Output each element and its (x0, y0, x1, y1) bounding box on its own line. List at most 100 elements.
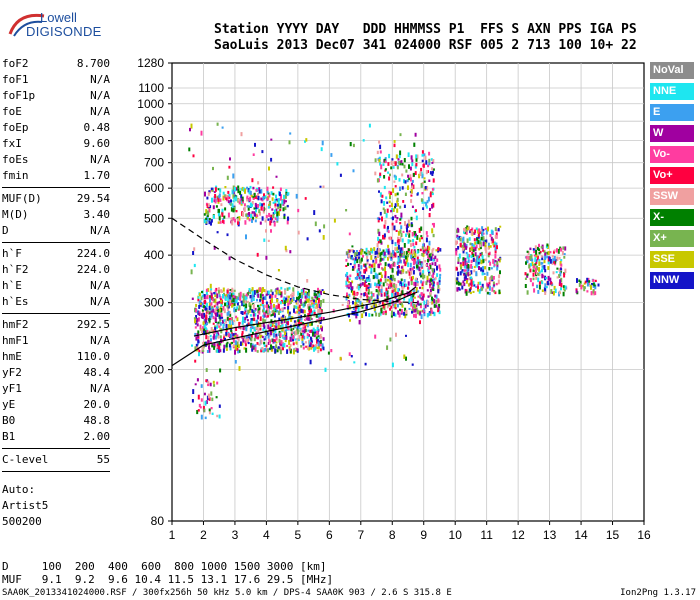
echo-point (349, 263, 352, 266)
echo-point (469, 291, 472, 295)
echo-point (388, 190, 391, 195)
echo-point (412, 172, 415, 177)
echo-point (275, 333, 278, 339)
echo-point (376, 251, 379, 255)
echo-point (213, 345, 216, 350)
param-row: foEp 0.48 (2, 120, 110, 136)
echo-point (423, 300, 426, 305)
echo-point (530, 254, 533, 259)
echo-point (297, 306, 300, 310)
echo-point (367, 284, 370, 287)
echo-point (232, 194, 235, 198)
echo-point (316, 319, 319, 322)
echo-point (356, 252, 359, 255)
echo-point (379, 211, 382, 216)
echo-point (464, 274, 467, 278)
echo-point (389, 299, 392, 303)
echo-point (218, 414, 221, 419)
echo-point (264, 295, 267, 301)
echo-point (429, 283, 432, 288)
echo-point (290, 301, 292, 304)
echo-point (401, 250, 403, 254)
echo-point (389, 173, 391, 177)
echo-point (302, 346, 305, 350)
param-row: yE 20.0 (2, 397, 110, 413)
echo-point (487, 283, 490, 288)
echo-point (283, 213, 286, 216)
legend-item-nnw: NNW (650, 272, 694, 289)
echo-point (320, 309, 323, 314)
echo-point (401, 282, 404, 287)
echo-point (287, 326, 290, 330)
echo-point (420, 292, 423, 295)
echo-point (300, 317, 303, 321)
echo-point (251, 290, 254, 295)
echo-point (349, 319, 351, 322)
echo-point (263, 305, 266, 308)
echo-point (467, 271, 470, 277)
echo-point (292, 338, 294, 342)
echo-point (250, 318, 253, 323)
echo-point (398, 155, 401, 159)
logo-swoosh-icon (8, 13, 45, 37)
echo-point (252, 297, 255, 301)
param-value: N/A (90, 295, 110, 308)
echo-point (406, 250, 408, 255)
echo-point (210, 391, 213, 396)
echo-point (552, 290, 555, 296)
echo-point (364, 265, 367, 268)
echo-point (380, 251, 383, 255)
echo-point (198, 300, 201, 305)
echo-point (322, 317, 325, 320)
echo-point (227, 333, 230, 338)
echo-point (400, 160, 403, 164)
echo-point (297, 326, 300, 330)
echo-point (317, 297, 320, 301)
echo-point (425, 160, 428, 165)
echo-point (379, 144, 382, 150)
echo-point (384, 271, 387, 276)
echo-point (277, 211, 280, 216)
echo-point (251, 317, 254, 321)
echo-point (290, 332, 293, 337)
echo-point (204, 305, 207, 311)
echo-point (382, 207, 385, 211)
echo-point (306, 322, 309, 328)
echo-point (368, 313, 371, 317)
echo-point (236, 334, 239, 340)
echo-point (597, 283, 600, 287)
echo-point (212, 380, 215, 384)
echo-point (436, 273, 439, 278)
echo-point (200, 384, 203, 388)
echo-point (430, 158, 433, 161)
echo-point (206, 203, 209, 208)
echo-point (308, 308, 311, 313)
echo-point (251, 331, 254, 335)
param-label: D (2, 224, 9, 237)
echo-point (396, 246, 399, 251)
echo-point (475, 271, 478, 277)
echo-point (250, 334, 253, 339)
echo-point (401, 253, 404, 257)
echo-point (350, 255, 353, 259)
echo-point (288, 316, 291, 319)
echo-point (351, 280, 354, 284)
echo-point (349, 274, 352, 277)
echo-point (246, 186, 249, 190)
echo-point (238, 305, 241, 311)
echo-point (320, 316, 323, 320)
echo-point (374, 282, 377, 287)
echo-point (457, 271, 460, 277)
echo-point (269, 340, 271, 343)
echo-point (311, 310, 314, 314)
echo-point (246, 214, 249, 219)
echo-point (254, 307, 257, 311)
echo-point (402, 200, 405, 203)
echo-point (210, 221, 212, 226)
echo-point (383, 175, 386, 179)
echo-point (481, 287, 484, 291)
echo-point (211, 344, 214, 348)
echo-point (357, 268, 360, 271)
echo-point (317, 341, 320, 347)
echo-point (202, 346, 205, 349)
